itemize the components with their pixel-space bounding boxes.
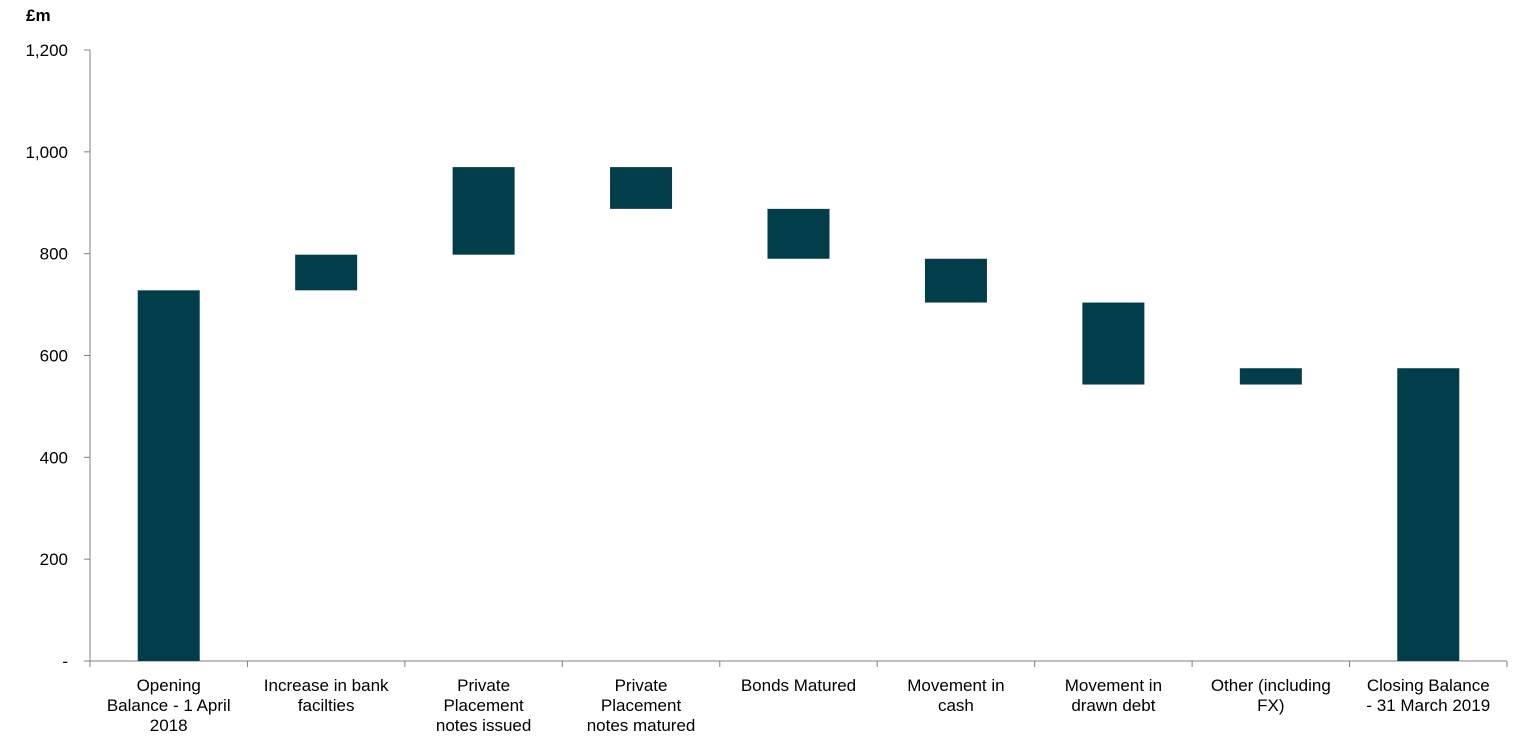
- waterfall-bar-1: [137, 290, 200, 661]
- waterfall-bar-7: [1082, 302, 1145, 385]
- x-category-label-line: Placement: [600, 696, 682, 715]
- waterfall-bar-8: [1239, 368, 1302, 385]
- chart-bars: [137, 167, 1460, 661]
- x-category-label-line: Increase in bank: [263, 676, 389, 695]
- x-category-label-line: notes issued: [435, 716, 532, 735]
- x-category-label-line: Movement in: [1064, 676, 1163, 695]
- y-tick-label: 1,000: [25, 143, 68, 162]
- x-category-label-line: Placement: [443, 696, 524, 715]
- x-category-label-line: Other (including: [1210, 676, 1331, 695]
- x-category-label-line: Opening: [136, 676, 201, 695]
- x-category-label: Movement in cash: [878, 676, 1034, 716]
- waterfall-bar-5: [767, 208, 830, 259]
- waterfall-bar-6: [924, 258, 987, 303]
- x-category-label: Movement in drawn debt: [1035, 676, 1191, 716]
- x-category-label-line: facilties: [297, 696, 355, 715]
- x-category-label-line: 2018: [149, 716, 188, 735]
- y-tick-label: 1,200: [25, 41, 68, 60]
- waterfall-bar-2: [295, 254, 358, 291]
- waterfall-bar-3: [452, 167, 515, 255]
- y-tick-label: -: [62, 652, 68, 671]
- x-category-label-line: notes matured: [586, 716, 696, 735]
- y-tick-label: 600: [40, 347, 68, 366]
- x-category-label: Private Placement notes matured: [563, 676, 719, 736]
- x-category-label-line: Balance - 1 April: [106, 696, 231, 715]
- x-category-label: Opening Balance - 1 April 2018: [91, 676, 247, 736]
- x-category-label: Closing Balance - 31 March 2019: [1350, 676, 1506, 716]
- x-category-label-line: Movement in: [907, 676, 1005, 695]
- y-tick-label: 400: [40, 448, 68, 467]
- chart-axes: - 200 400 600 800 1,000 1,200: [25, 41, 1508, 671]
- x-category-label: Bonds Matured: [721, 676, 877, 696]
- x-category-label-line: Bonds Matured: [740, 676, 857, 695]
- x-category-label-line: Closing Balance: [1366, 676, 1490, 695]
- x-category-label-line: FX): [1257, 696, 1285, 715]
- x-category-label-line: - 31 March 2019: [1366, 696, 1491, 715]
- waterfall-bar-9: [1397, 368, 1460, 661]
- x-category-label-line: drawn debt: [1071, 696, 1156, 715]
- x-category-label-line: Private: [614, 676, 668, 695]
- x-category-label-line: Private: [457, 676, 511, 695]
- x-category-label: Private Placement notes issued: [406, 676, 562, 736]
- x-category-label: Increase in bank facilties: [248, 676, 404, 716]
- x-category-label-line: cash: [937, 696, 974, 715]
- waterfall-bar-4: [610, 167, 673, 209]
- x-category-label: Other (including FX): [1193, 676, 1349, 716]
- y-tick-label: 800: [40, 245, 68, 264]
- y-axis-unit-label: £m: [26, 6, 51, 25]
- y-tick-label: 200: [40, 550, 68, 569]
